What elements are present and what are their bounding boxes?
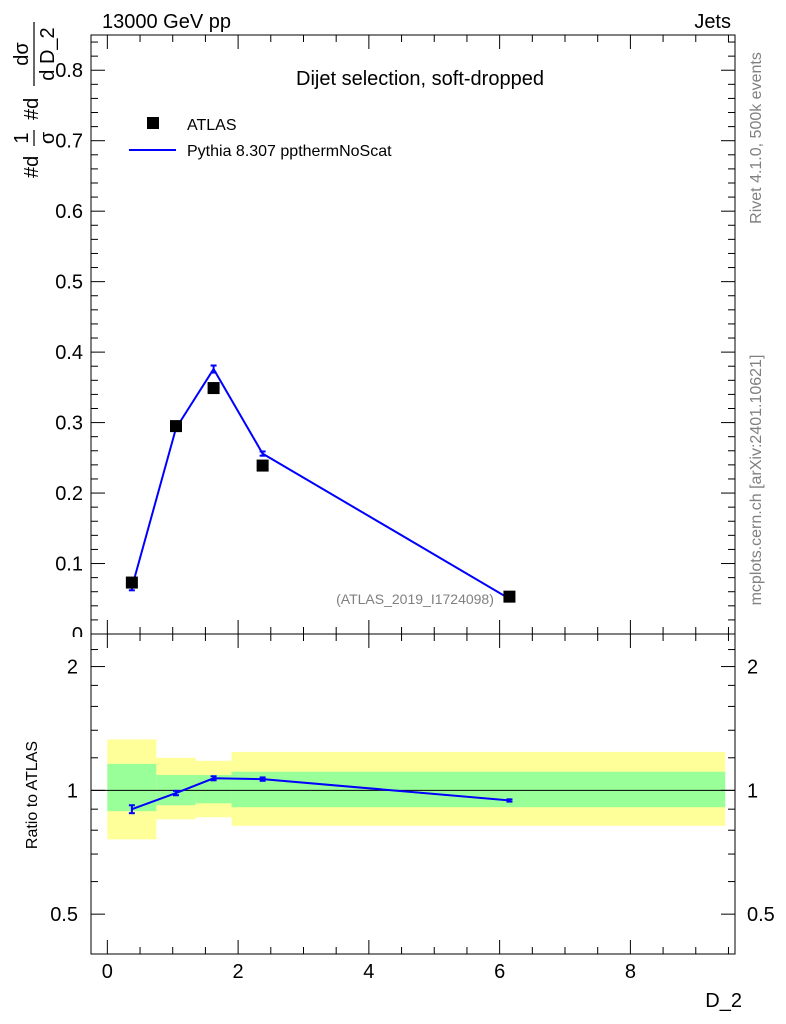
main-ytick-label: 0.3 [55,413,83,435]
atlas-data-point [207,382,220,395]
energy-label: 13000 GeV pp [102,11,231,33]
main-ytick-label: 0.5 [55,272,83,294]
legend-atlas-marker [147,117,159,129]
atlas-data-point [256,459,269,472]
ylabel-frac1-num: 1 [11,132,33,143]
ratio-ytick-label-left: 0.5 [50,904,78,926]
atlas-data-point [169,420,182,433]
main-ytick-label-zero: 0 [72,624,83,646]
ylabel-prefix-1: #d [21,156,43,178]
ratio-xtick-label: 6 [494,961,505,983]
ylabel-frac2-num: dσ [11,42,33,66]
ratio-band-inner [107,763,157,812]
chart-title: Dijet selection, soft-dropped [296,68,544,90]
ratio-band-inner [231,771,726,808]
main-y-axis-label: #d 1 σ #d dσ d D_2 [11,22,59,178]
main-ytick-label: 0.8 [55,60,83,82]
rivet-label: Rivet 4.1.0, 500k events [748,52,765,224]
analysis-label: (ATLAS_2019_I1724098) [336,591,494,607]
main-ytick-label: 0.4 [55,342,83,364]
ratio-ytick-label-right: 0.5 [747,904,775,926]
main-axis-ticks: 0.1 0.2 0.3 0.4 0.5 0.6 0.7 0.8 0 [55,35,735,646]
main-ytick-label: 0.7 [55,131,83,153]
legend-pythia-label: Pythia 8.307 ppthermNoScat [187,143,392,160]
ratio-xtick-label: 4 [363,961,374,983]
ratio-ytick-label-left: 2 [67,657,78,679]
ratio-xtick-label: 0 [102,961,113,983]
ratio-uncertainty-bands [107,739,726,840]
main-ytick-label: 0.1 [55,554,83,576]
mc-series-line [130,367,510,600]
category-label: Jets [694,11,731,33]
ratio-ytick-label-right: 1 [747,780,758,802]
main-data-marks [125,364,516,603]
atlas-data-point [503,590,516,603]
atlas-data-point [125,576,138,589]
legend: ATLAS Pythia 8.307 ppthermNoScat [129,117,392,160]
ratio-panel-frame [90,633,736,955]
ylabel-frac2-den: d D_2 [37,27,59,80]
mcplots-label: mcplots.cern.ch [arXiv:2401.10621] [748,355,765,606]
ylabel-prefix-2: #d [21,98,43,120]
ylabel-frac1-den: σ [37,131,59,144]
legend-atlas-label: ATLAS [187,117,237,134]
ratio-axis-ticks: 0 2 4 6 8 0.5 0.5 1 1 2 2 [50,633,775,983]
main-ytick-label: 0.6 [55,201,83,223]
ratio-data-marks [91,775,735,815]
ratio-y-axis-label: Ratio to ATLAS [24,741,41,849]
ratio-xtick-label: 2 [233,961,244,983]
ratio-xtick-label: 8 [625,961,636,983]
main-ytick-label: 0.2 [55,483,83,505]
x-axis-label: D_2 [705,990,742,1012]
ratio-ytick-label-left: 1 [67,780,78,802]
ratio-ytick-label-right: 2 [747,657,758,679]
